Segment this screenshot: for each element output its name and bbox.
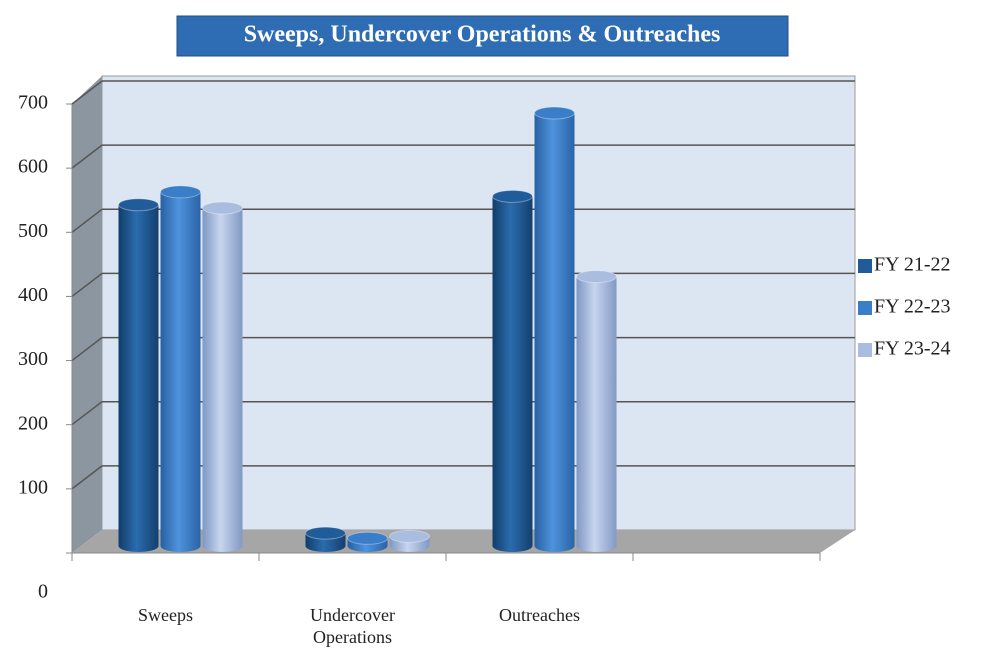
grid-line [71,208,103,233]
y-tick-label: 300 [18,348,48,370]
legend-swatch [858,301,872,315]
bar-bottom [202,540,243,552]
bar [534,106,575,552]
y-tick-label: 400 [18,284,48,306]
bar-top [118,198,159,212]
y-tick-label: 500 [18,220,48,242]
bar-top [492,189,533,203]
bar [492,189,533,552]
y-tick-label: 700 [18,92,48,114]
bar [118,198,159,552]
chart-title: Sweeps, Undercover Operations & Outreach… [244,22,721,48]
y-tick-label: 600 [18,156,48,178]
x-tick-label: Sweeps [138,605,193,625]
grid-line [71,272,103,298]
bar-body [160,191,201,546]
y-tick-label: 100 [18,476,48,498]
bar-top [160,185,201,199]
grid-line [71,401,103,426]
bar [389,529,430,552]
bar-bottom [389,540,430,552]
bar-top [389,529,430,543]
bar-top [347,531,388,545]
y-tick-label: 200 [18,412,48,434]
bar-body [492,196,533,546]
bar [202,201,243,552]
grid-line [71,144,103,169]
bar-bottom [305,540,346,552]
grid-line [71,80,103,105]
x-tick-label: Outreaches [499,605,580,625]
bar-body [202,207,243,546]
bar-body [118,204,159,546]
bar-bottom [576,540,617,552]
y-tick-label: 0 [38,581,48,603]
bar-top [534,106,575,120]
bar-top [576,270,617,284]
legend-label: FY 23-24 [874,338,950,360]
bar-bottom [492,540,533,552]
title-box [176,15,789,57]
bar [576,270,617,552]
bar [160,185,201,552]
grid-line [71,465,103,490]
legend-label: FY 22-23 [874,296,950,318]
bar-bottom [118,540,159,552]
x-tick-label: Undercover Operations [310,605,395,647]
side-wall [72,76,102,553]
bar-top [202,201,243,215]
bar-body [534,113,575,547]
bar [347,531,388,552]
bar [305,526,346,552]
legend-label: FY 21-22 [874,254,950,276]
bar-body [576,276,617,546]
bar-bottom [160,540,201,552]
bar-bottom [534,540,575,552]
legend-swatch [858,343,872,357]
bar-top [305,526,346,540]
legend-swatch [858,259,872,273]
floor [72,530,855,553]
grid-line [71,336,103,362]
